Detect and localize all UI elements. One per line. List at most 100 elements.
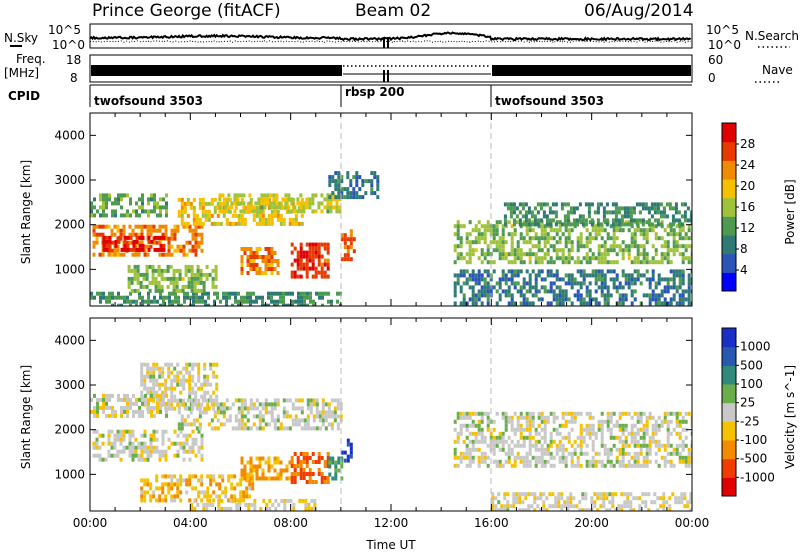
velocity-echo-region xyxy=(190,498,317,511)
nave-bottom-tick: 0 xyxy=(708,71,716,85)
power-echo-region xyxy=(503,202,692,227)
velocity-colorbar-swatch xyxy=(722,346,736,366)
power-echo-region xyxy=(340,229,356,262)
time-tick-label: 04:00 xyxy=(173,516,208,530)
power-colorbar-swatch xyxy=(722,160,736,180)
velocity-x-ticks: 00:00 04:00 08:00 12:00 16:00 20:00 00:00 xyxy=(73,318,710,530)
velocity-echo-region xyxy=(491,492,692,511)
power-colorbar-tick: 4 xyxy=(740,263,748,277)
velocity-colorbar-swatch xyxy=(722,421,736,441)
power-colorbar-swatch xyxy=(722,216,736,236)
power-echo-region xyxy=(328,171,380,200)
power-echo-region xyxy=(240,247,280,275)
power-y-tick-label: 1000 xyxy=(54,262,85,276)
counts-top-right: 10^5 xyxy=(706,23,739,37)
freq-band-1 xyxy=(91,65,342,76)
time-tick-label: 20:00 xyxy=(574,516,609,530)
freq-top-tick: 18 xyxy=(66,53,81,67)
power-echo-region xyxy=(90,291,342,306)
cpid-segment-2: rbsp 200 xyxy=(345,85,404,99)
time-xlabel: Time UT xyxy=(365,538,416,552)
power-colorbar-swatch xyxy=(722,253,736,273)
velocity-echo-region xyxy=(90,393,168,418)
freq-label: Freq. xyxy=(16,52,46,66)
velocity-echo-region xyxy=(240,456,292,481)
nave-label: Nave xyxy=(762,63,793,77)
velocity-colorbar-swatch xyxy=(722,440,736,460)
cpid-segment-1: twofsound 3503 xyxy=(94,94,203,108)
nsearch-trace xyxy=(89,40,691,43)
power-y-ticks: 1000 2000 3000 4000 xyxy=(54,128,692,276)
velocity-y-tick-label: 1000 xyxy=(54,467,85,481)
time-tick-label: 16:00 xyxy=(474,516,509,530)
power-colorbar-tick: 12 xyxy=(740,221,755,235)
time-tick-label: 00:00 xyxy=(73,516,108,530)
power-echo-region xyxy=(290,242,330,279)
power-y-tick-label: 2000 xyxy=(54,218,85,232)
velocity-echo-region xyxy=(328,456,344,481)
velocity-colorbar-tick: 100 xyxy=(740,377,763,391)
velocity-colorbar-tick: 500 xyxy=(740,358,763,372)
velocity-echo-region xyxy=(140,474,255,503)
counts-bottom-right: 10^0 xyxy=(708,38,741,52)
power-colorbar: 4 8 12 16 20 24 28 Power [dB] xyxy=(721,122,797,292)
cpid-strip: CPID twofsound 3503 rbsp 200 twofsound 3… xyxy=(8,84,692,108)
power-colorbar-swatch xyxy=(722,141,736,161)
counts-bottom-left: 10^0 xyxy=(52,38,85,52)
velocity-colorbar-label: Velocity [m s^-1] xyxy=(783,365,797,469)
velocity-colorbar-tick: 1000 xyxy=(740,340,771,354)
power-colorbar-label: Power [dB] xyxy=(783,179,797,244)
velocity-panel: 1000 2000 3000 4000 Slant Range [km] 00:00 0… xyxy=(19,317,710,552)
velocity-echo-region xyxy=(340,438,353,463)
velocity-echo-region xyxy=(290,452,330,484)
freq-unit: [MHz] xyxy=(4,66,39,80)
cpid-segment-3: twofsound 3503 xyxy=(495,94,604,108)
freq-gap-marker-b xyxy=(387,70,389,82)
power-y-tick-label: 4000 xyxy=(54,128,85,142)
power-echo-region xyxy=(453,269,692,306)
station-title: Prince George (fitACF) xyxy=(92,1,281,21)
velocity-colorbar-swatch xyxy=(722,384,736,404)
power-echo-region xyxy=(92,224,204,257)
counts-top-left: 10^5 xyxy=(48,23,81,37)
velocity-y-tick-label: 2000 xyxy=(54,423,85,437)
nsearch-label: N.Search xyxy=(745,29,799,43)
velocity-colorbar-tick: 25 xyxy=(740,396,755,410)
velocity-ylabel: Slant Range [km] xyxy=(19,365,33,469)
power-panel: 1000 2000 3000 4000 Slant Range [km] xyxy=(19,112,693,307)
velocity-y-tick-label: 3000 xyxy=(54,378,85,392)
frequency-strip: Freq. [MHz] 18 8 60 0 Nave xyxy=(4,52,793,85)
velocity-colorbar-swatch xyxy=(722,402,736,422)
power-echo-region xyxy=(127,264,218,293)
nave-top-tick: 60 xyxy=(708,53,723,67)
power-colorbar-tick: 8 xyxy=(740,242,748,256)
power-ylabel: Slant Range [km] xyxy=(19,160,33,264)
cpid-label: CPID xyxy=(8,89,40,103)
power-data xyxy=(90,171,692,306)
velocity-echo-region xyxy=(140,362,219,411)
velocity-y-ticks: 1000 2000 3000 4000 xyxy=(54,333,692,481)
power-colorbar-tick: 24 xyxy=(740,158,755,172)
power-colorbar-tick: 20 xyxy=(740,179,755,193)
velocity-colorbar-tick: -500 xyxy=(740,452,767,466)
power-echo-region xyxy=(102,235,166,252)
counts-gap-marker-a xyxy=(383,37,385,48)
power-colorbar-swatch xyxy=(722,197,736,217)
velocity-echo-region xyxy=(92,429,204,462)
time-tick-label: 12:00 xyxy=(374,516,409,530)
velocity-colorbar-tick: -25 xyxy=(740,414,760,428)
power-colorbar-swatch xyxy=(722,272,736,292)
velocity-colorbar-swatch xyxy=(722,328,736,348)
power-colorbar-swatch xyxy=(722,235,736,255)
beam-label: Beam 02 xyxy=(355,1,431,21)
velocity-echo-region xyxy=(453,411,692,468)
power-echo-region xyxy=(453,220,692,265)
velocity-y-tick-label: 4000 xyxy=(54,333,85,347)
power-echo-region xyxy=(90,193,168,218)
freq-band-3 xyxy=(492,65,691,76)
power-colorbar-tick: 28 xyxy=(740,137,755,151)
date-label: 06/Aug/2014 xyxy=(584,1,694,21)
time-tick-label: 00:00 xyxy=(675,516,710,530)
velocity-colorbar-swatch xyxy=(722,365,736,385)
